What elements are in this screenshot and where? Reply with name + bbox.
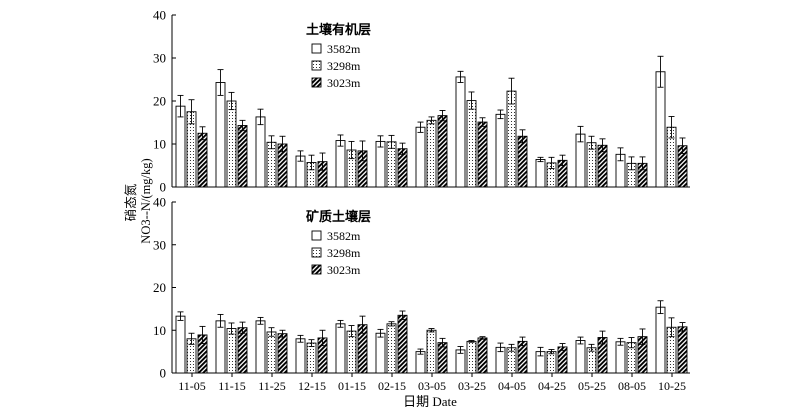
y-tick-label-organic: 0 <box>160 180 167 195</box>
y-tick-label-mineral: 0 <box>160 366 167 381</box>
bar-organic-3582m <box>175 105 186 188</box>
bar-mineral-3582m <box>295 338 306 374</box>
bar-mineral-3298m <box>386 323 397 374</box>
x-tick-label: 11-05 <box>178 379 206 393</box>
x-axis-label: 日期 Date <box>403 394 457 409</box>
legend-swatch-organic <box>311 77 322 88</box>
x-tick-label: 12-15 <box>298 379 326 393</box>
bar-mineral-3298m <box>266 331 277 374</box>
bar-mineral-3582m <box>335 323 346 374</box>
bar-organic-3023m <box>437 115 448 188</box>
x-tick-label: 10-25 <box>658 379 686 393</box>
bar-mineral-3582m <box>375 332 386 374</box>
bar-mineral-3298m <box>546 351 557 374</box>
legend-swatch-organic <box>311 60 322 71</box>
x-tick-label: 11-25 <box>258 379 286 393</box>
y-tick-label-mineral: 10 <box>153 323 166 338</box>
y-tick-label-organic: 40 <box>153 8 166 23</box>
bar-organic-3582m <box>415 126 426 188</box>
bar-mineral-3298m <box>226 328 237 374</box>
x-tick-label: 03-05 <box>418 379 446 393</box>
bar-organic-3023m <box>237 125 248 188</box>
bar-organic-3582m <box>495 113 506 188</box>
y-axis-label-chinese: 硝态氮 <box>123 183 138 221</box>
bar-mineral-3023m <box>277 333 288 374</box>
legend-title-organic: 土壤有机层 <box>306 22 371 37</box>
bar-organic-3582m <box>335 140 346 188</box>
y-axis-label-units: NO3--N/(mg/kg) <box>139 158 153 243</box>
legend-label-mineral: 3298m <box>327 246 361 260</box>
x-tick-label: 04-05 <box>498 379 526 393</box>
bar-mineral-3298m <box>426 329 437 374</box>
y-tick-label-organic: 30 <box>153 51 166 66</box>
bar-mineral-3298m <box>346 330 357 374</box>
y-tick-label-mineral: 20 <box>153 280 166 295</box>
bar-mineral-3023m <box>397 314 408 374</box>
bar-mineral-3298m <box>306 342 317 374</box>
legend-label-organic: 3582m <box>327 42 361 56</box>
bar-mineral-3582m <box>615 341 626 374</box>
legend-label-mineral: 3582m <box>327 229 361 243</box>
bar-organic-3298m <box>426 119 437 188</box>
x-tick-label: 05-25 <box>578 379 606 393</box>
bar-mineral-3298m <box>466 340 477 374</box>
bar-mineral-3023m <box>477 337 488 374</box>
legend-swatch-organic <box>311 43 322 54</box>
bar-mineral-3023m <box>557 346 568 374</box>
x-tick-label: 03-25 <box>458 379 486 393</box>
legend-swatch-mineral <box>311 230 322 241</box>
legend-label-mineral: 3023m <box>327 263 361 277</box>
bar-organic-3298m <box>506 90 517 188</box>
x-tick-label: 01-15 <box>338 379 366 393</box>
bar-organic-3582m <box>215 82 226 188</box>
panel-mineral: 0 10 20 30 40 11-05 11-15 11-25 12-15 01-15 02-15 0… <box>153 195 690 393</box>
bar-organic-3298m <box>466 100 477 188</box>
bar-organic-3023m <box>517 135 528 188</box>
legend-label-organic: 3023m <box>327 76 361 90</box>
bar-mineral-3023m <box>237 327 248 374</box>
bar-mineral-3582m <box>655 306 666 374</box>
bar-mineral-3582m <box>255 320 266 374</box>
y-tick-label-mineral: 40 <box>153 195 166 210</box>
x-tick-label: 08-05 <box>618 379 646 393</box>
legend-swatch-mineral <box>311 264 322 275</box>
legend-label-organic: 3298m <box>327 59 361 73</box>
panel-organic: 0 10 20 30 40 土壤有机层 3582m 3298m 3023m <box>153 8 690 195</box>
bar-mineral-3582m <box>215 320 226 374</box>
bar-organic-3582m <box>375 140 386 188</box>
bar-mineral-3023m <box>677 326 688 374</box>
bar-organic-3582m <box>255 116 266 188</box>
bar-mineral-3023m <box>517 340 528 374</box>
bar-mineral-3582m <box>415 351 426 374</box>
legend-title-mineral: 矿质土壤层 <box>306 209 371 224</box>
bar-organic-3023m <box>197 132 208 188</box>
bar-organic-3582m <box>655 71 666 188</box>
bar-mineral-3582m <box>175 315 186 374</box>
bar-organic-3582m <box>535 159 546 188</box>
y-axis-label: 硝态氮 NO3--N/(mg/kg) <box>123 158 153 243</box>
bar-organic-3582m <box>455 76 466 188</box>
bar-organic-3298m <box>226 100 237 188</box>
y-tick-label-organic: 10 <box>153 137 166 152</box>
x-tick-label: 11-15 <box>218 379 246 393</box>
y-tick-label-organic: 20 <box>153 94 166 109</box>
legend-swatch-mineral <box>311 247 322 258</box>
x-tick-label: 02-15 <box>378 379 406 393</box>
y-tick-label-mineral: 30 <box>153 237 166 252</box>
x-tick-label: 04-25 <box>538 379 566 393</box>
bar-organic-3023m <box>477 121 488 188</box>
bar-mineral-3582m <box>575 340 586 374</box>
